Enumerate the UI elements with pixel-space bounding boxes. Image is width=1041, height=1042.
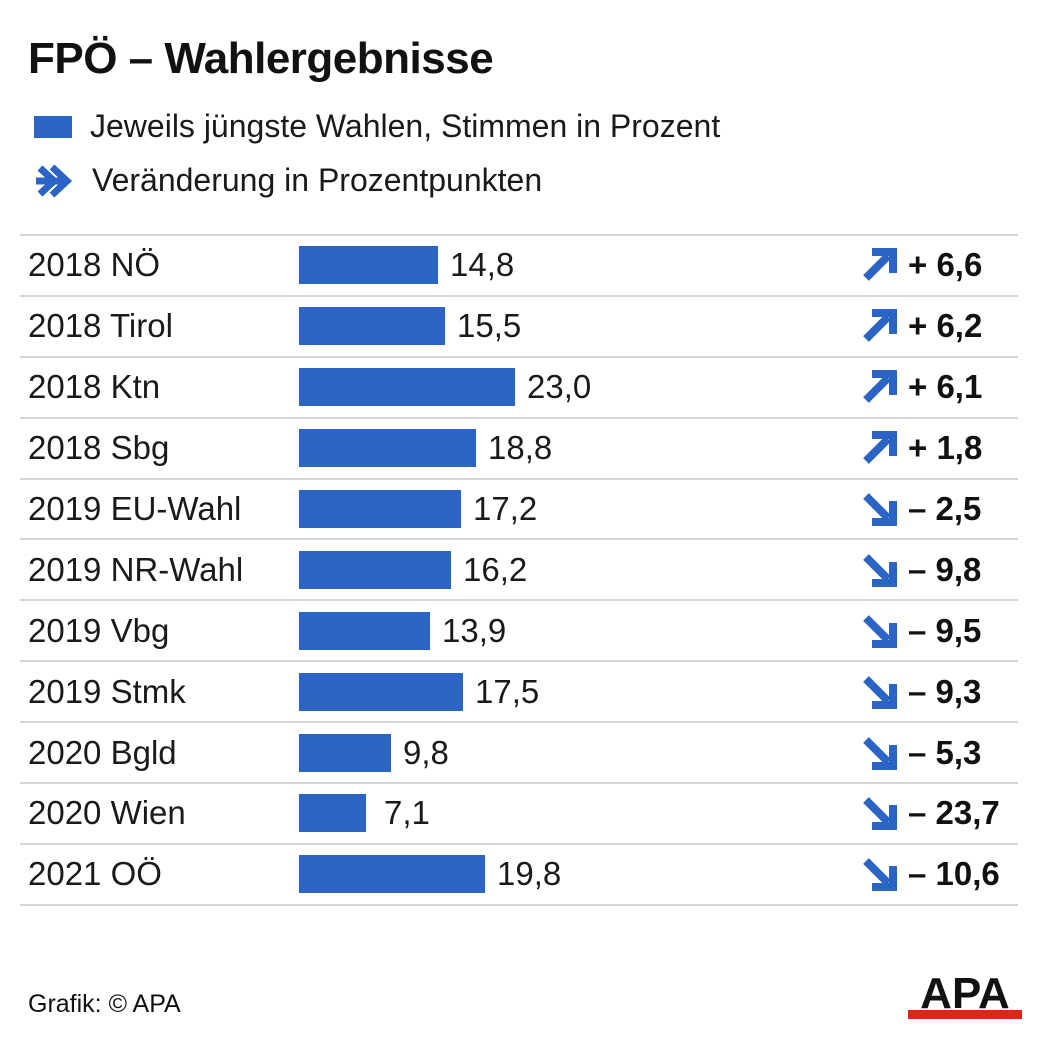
chart-row: 2018 Sbg 18,8 + 1,8 <box>20 419 1018 480</box>
legend-bar: Jeweils jüngste Wahlen, Stimmen in Proze… <box>34 108 720 145</box>
change-value-label: – 9,3 <box>908 672 982 710</box>
bar <box>299 672 463 711</box>
footer-credit: Grafik: © APA <box>28 990 181 1018</box>
arrow-right-icon <box>34 163 72 198</box>
bar-value-label: 16,2 <box>463 550 528 588</box>
arrow-down-right-icon <box>860 734 898 772</box>
legend-arrow: Veränderung in Prozentpunkten <box>34 162 542 199</box>
change-value-label: + 1,8 <box>908 429 983 467</box>
change-value-label: – 2,5 <box>908 490 982 527</box>
legend-bar-swatch <box>34 115 72 138</box>
chart-row: 2018 NÖ 14,8 + 6,6 <box>20 236 1018 297</box>
category-label: 2018 Ktn <box>28 368 161 406</box>
chart-row: 2020 Bgld 9,8 – 5,3 <box>20 723 1018 785</box>
bar <box>299 490 461 528</box>
category-label: 2018 Sbg <box>28 429 170 467</box>
legend-bar-label: Jeweils jüngste Wahlen, Stimmen in Proze… <box>90 108 721 144</box>
legend-arrow-label: Veränderung in Prozentpunkten <box>92 162 543 198</box>
category-label: 2021 OÖ <box>28 855 162 893</box>
arrow-down-right-icon <box>860 673 898 711</box>
chart-row: 2018 Tirol 15,5 + 6,2 <box>20 297 1018 358</box>
category-label: 2019 Stmk <box>28 672 186 710</box>
bar-value-label: 14,8 <box>450 246 515 284</box>
bar-value-label: 23,0 <box>527 368 592 406</box>
bar <box>299 429 476 468</box>
category-label: 2019 Vbg <box>28 611 170 649</box>
change-value-label: – 23,7 <box>908 794 1000 832</box>
bar-value-label: 9,8 <box>403 733 449 771</box>
arrow-down-right-icon <box>860 490 898 528</box>
arrow-down-right-icon <box>860 855 898 893</box>
arrow-up-right-icon <box>860 246 898 284</box>
change-value-label: – 5,3 <box>908 733 982 771</box>
category-label: 2019 EU-Wahl <box>28 490 242 527</box>
bar-value-label: 17,2 <box>473 490 538 527</box>
change-value-label: – 9,8 <box>908 550 982 588</box>
change-value-label: – 10,6 <box>908 855 1000 893</box>
page-title: FPÖ – Wahlergebnisse <box>28 34 494 83</box>
chart-row: 2019 Stmk 17,5 – 9,3 <box>20 662 1018 724</box>
change-value-label: – 9,5 <box>908 611 982 649</box>
change-value-label: + 6,2 <box>908 307 983 345</box>
category-label: 2020 Wien <box>28 794 186 832</box>
bar-value-label: 15,5 <box>457 307 522 345</box>
bar-value-label: 7,1 <box>384 794 430 832</box>
bar <box>299 611 430 650</box>
bar <box>299 733 391 772</box>
category-label: 2020 Bgld <box>28 733 177 771</box>
arrow-up-right-icon <box>860 368 898 406</box>
bar <box>299 794 366 833</box>
change-value-label: + 6,6 <box>908 246 983 284</box>
bar <box>299 550 451 589</box>
change-value-label: + 6,1 <box>908 368 983 406</box>
arrow-down-right-icon <box>860 612 898 650</box>
bar-value-label: 17,5 <box>475 672 540 710</box>
chart-row: 2020 Wien 7,1 – 23,7 <box>20 784 1018 845</box>
category-label: 2019 NR-Wahl <box>28 550 244 588</box>
arrow-down-right-icon <box>860 551 898 589</box>
bar <box>299 368 515 407</box>
chart-row: 2019 NR-Wahl 16,2 – 9,8 <box>20 540 1018 602</box>
bar <box>299 246 438 285</box>
chart-row: 2019 EU-Wahl 17,2 – 2,5 <box>20 480 1018 541</box>
category-label: 2018 Tirol <box>28 307 173 345</box>
bar <box>299 307 445 346</box>
category-label: 2018 NÖ <box>28 246 161 284</box>
arrow-down-right-icon <box>860 794 898 832</box>
arrow-up-right-icon <box>860 429 898 467</box>
bar-value-label: 18,8 <box>488 429 553 467</box>
apa-logo: APA <box>908 970 1022 1020</box>
arrow-up-right-icon <box>860 307 898 345</box>
bar <box>299 855 485 894</box>
bar-value-label: 13,9 <box>442 611 507 649</box>
chart-row: 2019 Vbg 13,9 – 9,5 <box>20 601 1018 663</box>
chart-row: 2018 Ktn 23,0 + 6,1 <box>20 358 1018 419</box>
chart-row: 2021 OÖ 19,8 – 10,6 <box>20 845 1018 906</box>
bar-chart: 2018 NÖ 14,8 + 6,6 2018 Tirol 15,5 + 6,2 2018 … <box>20 234 1018 906</box>
bar-value-label: 19,8 <box>497 855 562 893</box>
